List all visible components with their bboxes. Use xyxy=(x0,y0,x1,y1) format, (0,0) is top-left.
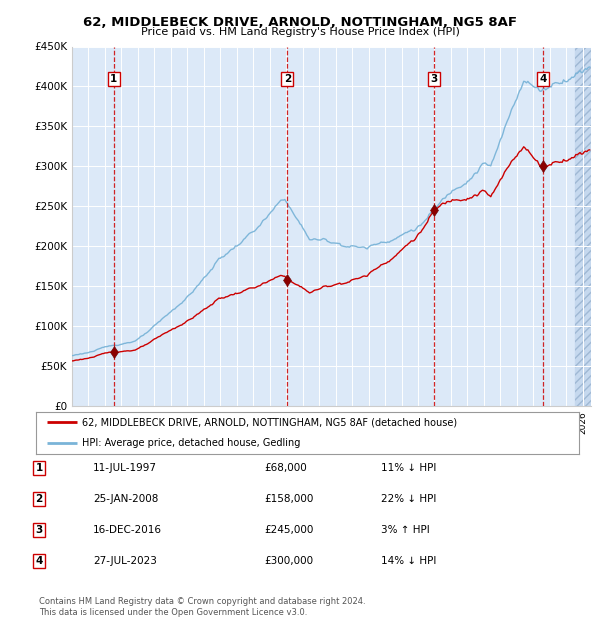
Text: 1: 1 xyxy=(35,463,43,473)
Text: 22% ↓ HPI: 22% ↓ HPI xyxy=(381,494,436,504)
Bar xyxy=(575,46,591,406)
Text: 16-DEC-2016: 16-DEC-2016 xyxy=(93,525,162,535)
Text: 25-JAN-2008: 25-JAN-2008 xyxy=(93,494,158,504)
Text: 62, MIDDLEBECK DRIVE, ARNOLD, NOTTINGHAM, NG5 8AF (detached house): 62, MIDDLEBECK DRIVE, ARNOLD, NOTTINGHAM… xyxy=(82,417,457,427)
Text: Contains HM Land Registry data © Crown copyright and database right 2024.
This d: Contains HM Land Registry data © Crown c… xyxy=(39,598,365,617)
Bar xyxy=(575,46,591,406)
Text: Price paid vs. HM Land Registry's House Price Index (HPI): Price paid vs. HM Land Registry's House … xyxy=(140,27,460,37)
Text: £158,000: £158,000 xyxy=(264,494,313,504)
Text: £300,000: £300,000 xyxy=(264,556,313,566)
Text: 2: 2 xyxy=(284,74,291,84)
Text: 14% ↓ HPI: 14% ↓ HPI xyxy=(381,556,436,566)
Text: £245,000: £245,000 xyxy=(264,525,313,535)
Text: 27-JUL-2023: 27-JUL-2023 xyxy=(93,556,157,566)
Text: 11-JUL-1997: 11-JUL-1997 xyxy=(93,463,157,473)
Text: HPI: Average price, detached house, Gedling: HPI: Average price, detached house, Gedl… xyxy=(82,438,301,448)
Text: 1: 1 xyxy=(110,74,118,84)
Text: 3% ↑ HPI: 3% ↑ HPI xyxy=(381,525,430,535)
Text: 2: 2 xyxy=(35,494,43,504)
Text: 11% ↓ HPI: 11% ↓ HPI xyxy=(381,463,436,473)
Text: £68,000: £68,000 xyxy=(264,463,307,473)
Text: 62, MIDDLEBECK DRIVE, ARNOLD, NOTTINGHAM, NG5 8AF: 62, MIDDLEBECK DRIVE, ARNOLD, NOTTINGHAM… xyxy=(83,16,517,29)
Text: 4: 4 xyxy=(35,556,43,566)
Text: 3: 3 xyxy=(430,74,437,84)
Text: 3: 3 xyxy=(35,525,43,535)
Text: 4: 4 xyxy=(539,74,547,84)
